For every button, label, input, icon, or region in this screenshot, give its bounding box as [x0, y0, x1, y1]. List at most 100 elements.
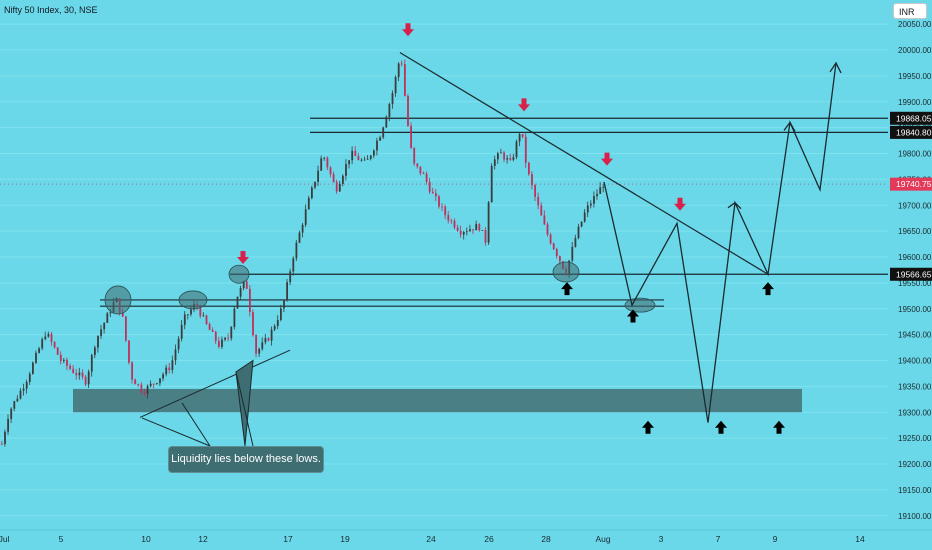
candle-body [450, 220, 453, 222]
candle-body [453, 220, 456, 228]
candle-body [72, 368, 75, 373]
candle-body [162, 374, 164, 379]
candle-body [7, 418, 9, 432]
candle-body [267, 338, 270, 341]
candle-body [602, 187, 605, 188]
candle-body [1, 443, 3, 445]
candle-body [497, 153, 499, 160]
callout-pointer-right [235, 359, 254, 447]
candle-body [441, 206, 443, 208]
candle-body [165, 367, 168, 375]
currency-button[interactable]: INR [893, 3, 927, 19]
price-tick-label: 19300.00 [898, 408, 932, 417]
price-tick-label: 19250.00 [898, 434, 932, 443]
level-lines-layer [0, 117, 888, 307]
price-tick-label: 19100.00 [898, 512, 932, 521]
up-arrow-marker [762, 282, 774, 296]
price-tick-label: 19800.00 [898, 150, 932, 159]
candle-body [134, 379, 137, 385]
demand-zone-layer [73, 388, 802, 413]
level-label-support: 19566.65 [896, 269, 932, 279]
candle-body [121, 312, 124, 317]
demand-zone [73, 388, 802, 413]
candle-body [146, 386, 149, 394]
candle-body [438, 196, 440, 207]
candle-body [317, 170, 319, 182]
candle-body [326, 157, 329, 168]
candle-body [38, 348, 40, 353]
candle-body [273, 325, 276, 330]
candle-body [97, 335, 99, 348]
candle-body [236, 296, 239, 309]
candle-body [323, 157, 326, 159]
candle-body [596, 193, 598, 197]
price-tick-label: 19650.00 [898, 227, 932, 236]
candle-body [537, 196, 540, 206]
candle-body [245, 281, 248, 289]
price-axis-layer: 19100.00 19150.00 19200.00 19250.00 19300.00… [888, 0, 932, 530]
candle-body [304, 209, 307, 225]
candle-body [487, 202, 490, 243]
price-tick-label: 19200.00 [898, 460, 932, 469]
time-tick-label: 12 [198, 534, 208, 544]
drawings-layer [104, 52, 842, 448]
candle-body [41, 339, 44, 349]
rising-support-line [139, 349, 291, 418]
price-tick-label: 19350.00 [898, 382, 932, 391]
candle-body [286, 282, 288, 301]
candle-body [413, 147, 416, 164]
candle-body [574, 238, 577, 247]
candle-body [289, 271, 292, 283]
level-label-lower-bg [890, 125, 932, 139]
candle-body [311, 187, 313, 199]
candle-body [466, 231, 468, 233]
time-tick-label: 9 [773, 534, 778, 544]
candle-body [242, 281, 245, 289]
liquidity-ellipse [178, 290, 208, 310]
candles-layer [1, 59, 605, 447]
candle-body [103, 322, 106, 330]
candle-body [590, 203, 592, 206]
up-arrow-marker [561, 282, 573, 296]
candle-body [475, 224, 478, 231]
candle-body [218, 340, 220, 347]
candle-body [500, 152, 502, 154]
candle-body [512, 157, 515, 160]
candle-body [580, 221, 583, 227]
candle-body [506, 158, 509, 160]
candle-body [32, 362, 34, 374]
level-label-upper-bg [890, 111, 932, 125]
candle-body [177, 338, 180, 350]
candle-body [357, 156, 360, 161]
candle-body [478, 224, 481, 231]
candle-body [329, 167, 332, 175]
candle-body [230, 326, 233, 339]
candle-body [298, 232, 301, 243]
candle-body [47, 333, 50, 337]
candle-body [435, 193, 437, 197]
candle-body [66, 359, 68, 366]
candle-body [152, 383, 155, 385]
candle-body [270, 329, 273, 341]
candle-body [363, 159, 366, 161]
candle-body [159, 378, 161, 384]
candle-body [44, 336, 47, 340]
liquidity-ellipse [552, 261, 580, 283]
down-arrow-marker [674, 197, 686, 211]
candle-body [385, 116, 388, 128]
time-tick-label: 26 [484, 534, 494, 544]
candle-body [16, 398, 19, 402]
candle-body [447, 215, 450, 221]
last-price-label-bg [890, 177, 932, 191]
time-tick-label: 10 [141, 534, 151, 544]
candle-body [87, 371, 90, 385]
time-tick-label: Jul [0, 534, 10, 544]
candle-body [25, 381, 28, 389]
candle-body [171, 360, 174, 371]
candle-body [332, 174, 335, 183]
down-arrow-marker [237, 251, 249, 264]
candle-body [131, 362, 133, 380]
down-arrow-marker [601, 152, 613, 166]
